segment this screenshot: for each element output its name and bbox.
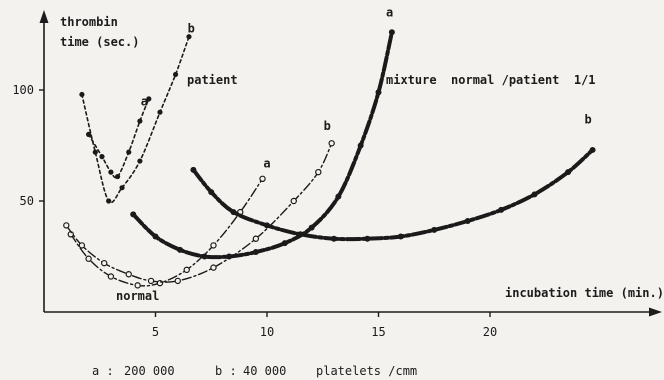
- data-point-mixture-a-9: [357, 142, 364, 149]
- data-point-patient-b-3: [119, 185, 125, 191]
- data-point-mixture-a-5: [252, 249, 259, 256]
- data-point-normal-b-7: [252, 235, 260, 242]
- x-tick-label-5: 5: [152, 325, 159, 339]
- data-point-normal-b-10: [328, 140, 335, 147]
- data-point-patient-b-5: [157, 109, 163, 115]
- data-point-patient-b-1: [92, 149, 98, 155]
- mixture-label: mixture normal /patient 1/1: [386, 73, 596, 87]
- x-axis-arrow: [649, 307, 662, 317]
- series-normal-b: b: [63, 119, 335, 285]
- data-point-normal-a-3: [134, 282, 141, 289]
- series-line-patient-a: [87, 98, 150, 179]
- data-point-mixture-b-13: [589, 146, 596, 153]
- y-axis-title-line1: thrombin: [60, 15, 118, 29]
- legend-b-value: 40 000: [243, 364, 286, 378]
- data-point-mixture-b-3: [264, 222, 270, 229]
- data-point-mixture-b-9: [464, 217, 471, 224]
- data-point-normal-b-8: [290, 197, 297, 205]
- data-point-patient-a-6: [146, 96, 152, 102]
- y-tick-label-100: 100: [12, 83, 34, 97]
- data-point-mixture-a-10: [375, 89, 382, 96]
- data-point-normal-b-0: [63, 222, 70, 229]
- x-tick-label-15: 15: [371, 325, 385, 339]
- data-point-patient-a-4: [126, 149, 132, 155]
- data-point-normal-b-9: [315, 168, 322, 176]
- series-letter-label-patient-a: a: [141, 95, 148, 109]
- y-axis-arrow: [39, 10, 49, 23]
- series-letter-label-mixture-a: a: [386, 6, 393, 20]
- data-point-patient-a-5: [137, 118, 143, 124]
- data-point-mixture-a-1: [152, 233, 159, 240]
- series-patient-b: b: [79, 21, 195, 204]
- patient-label: patient: [187, 73, 238, 87]
- data-point-mixture-a-6: [281, 240, 288, 247]
- x-axis-title: incubation time (min.): [505, 286, 664, 300]
- data-point-mixture-b-0: [190, 166, 197, 173]
- data-point-mixture-b-6: [364, 235, 371, 242]
- data-point-patient-a-0: [86, 131, 92, 137]
- data-point-normal-b-4: [147, 277, 155, 285]
- series-letter-label-patient-b: b: [188, 21, 195, 35]
- series-line-normal-a: [70, 178, 264, 287]
- data-point-mixture-a-11: [388, 29, 395, 36]
- x-tick-label-20: 20: [483, 325, 497, 339]
- series-letter-label-normal-b: b: [324, 119, 331, 133]
- data-point-normal-b-6: [210, 264, 217, 271]
- data-point-mixture-a-7: [308, 224, 315, 231]
- data-point-mixture-b-12: [565, 169, 572, 176]
- data-point-mixture-b-2: [230, 209, 237, 216]
- data-point-mixture-a-0: [130, 211, 137, 218]
- series-letter-label-mixture-b: b: [585, 112, 592, 126]
- series-normal-a: a: [67, 157, 271, 289]
- data-point-patient-b-4: [137, 158, 143, 164]
- y-tick-label-50: 50: [20, 194, 34, 208]
- data-point-normal-a-2: [107, 273, 115, 280]
- data-point-patient-b-7: [186, 34, 192, 40]
- legend-a-key: a :: [92, 364, 114, 378]
- data-point-normal-a-8: [259, 175, 266, 182]
- data-point-patient-b-0: [79, 91, 85, 98]
- tick-group: 5 10 15 20 50 100: [12, 83, 497, 339]
- data-point-normal-b-2: [101, 259, 108, 267]
- data-point-mixture-b-4: [297, 231, 304, 238]
- normal-label: normal: [116, 289, 159, 303]
- data-point-normal-b-3: [125, 271, 132, 278]
- data-point-mixture-a-8: [335, 193, 342, 200]
- data-point-normal-a-6: [210, 242, 217, 249]
- legend-unit: platelets /cmm: [316, 364, 417, 378]
- data-point-patient-b-2: [106, 198, 112, 204]
- data-point-mixture-b-11: [531, 191, 538, 198]
- data-point-normal-b-5: [174, 277, 181, 285]
- y-axis-title-line2: time (sec.): [60, 35, 139, 49]
- series-mixture-b: b: [190, 112, 596, 242]
- data-point-mixture-a-3: [201, 253, 208, 260]
- data-point-patient-a-2: [108, 169, 114, 175]
- data-point-normal-a-1: [85, 255, 92, 262]
- data-point-normal-b-1: [78, 242, 86, 249]
- x-tick-label-10: 10: [260, 325, 274, 339]
- series-line-patient-b: [81, 35, 190, 204]
- data-point-mixture-b-5: [330, 235, 337, 242]
- legend-a-value: 200 000: [124, 364, 175, 378]
- data-point-patient-a-3: [114, 173, 121, 180]
- data-point-patient-a-1: [99, 154, 105, 160]
- data-point-mixture-b-10: [498, 206, 505, 213]
- series-letter-label-normal-a: a: [263, 157, 270, 171]
- data-point-normal-a-5: [183, 266, 190, 274]
- legend-b-key: b :: [215, 364, 237, 378]
- data-point-mixture-a-2: [177, 246, 184, 253]
- data-point-mixture-b-8: [431, 226, 438, 233]
- series-patient-a: a: [86, 95, 152, 180]
- series-layer: a b a b a b: [63, 6, 596, 289]
- data-point-patient-b-6: [172, 71, 179, 78]
- data-point-mixture-b-1: [208, 189, 215, 196]
- series-mixture-a: a: [130, 6, 395, 260]
- data-point-mixture-a-4: [226, 253, 233, 260]
- data-point-mixture-b-7: [397, 233, 404, 240]
